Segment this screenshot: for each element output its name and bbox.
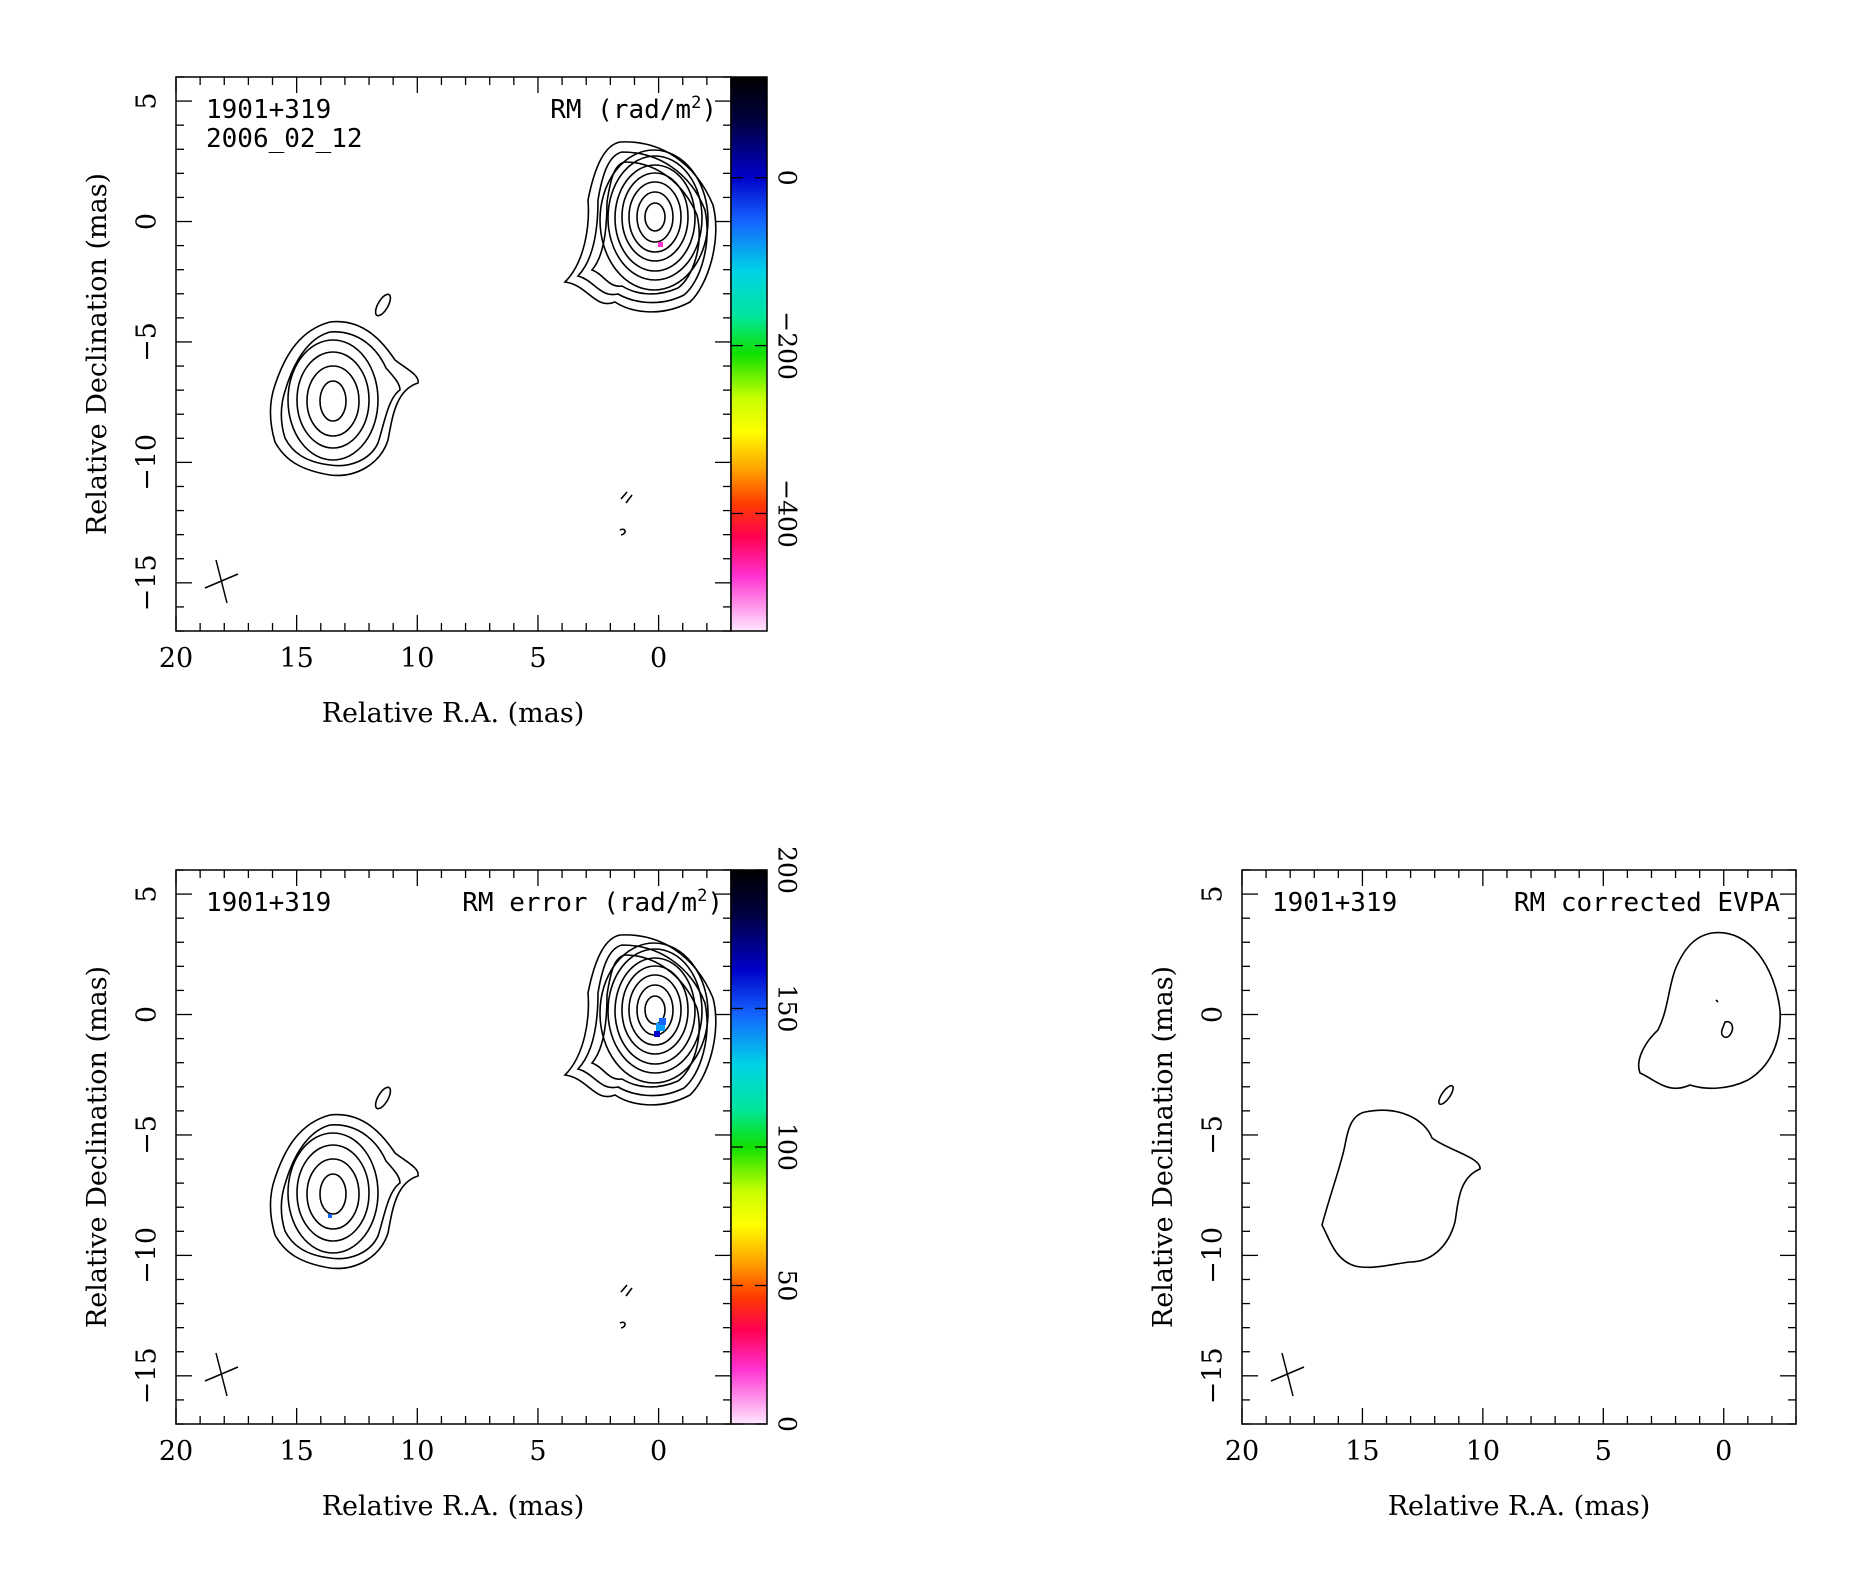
colorbar-tick-label: 0 xyxy=(773,1416,802,1432)
x-tick-label: 20 xyxy=(159,1436,193,1467)
colorbar-tick-labels: 0 −200 −400 xyxy=(773,170,802,548)
colorbar-tick-label: 100 xyxy=(773,1123,802,1171)
y-tick-label: −10 xyxy=(1198,1227,1229,1284)
core-contours xyxy=(563,141,717,313)
beam-marker xyxy=(204,559,239,604)
panel-title: RM (rad/m2) xyxy=(550,93,717,125)
x-tick-label: 15 xyxy=(1345,1436,1379,1467)
source-label: 1901+319 xyxy=(206,95,331,125)
colorbar-ticks xyxy=(731,177,767,515)
x-tick-label: 20 xyxy=(1225,1436,1259,1467)
source-label: 1901+319 xyxy=(206,888,331,918)
x-tick-label: 20 xyxy=(159,643,193,674)
panel-rm: 20 15 10 5 0 50−5−10−15 Relative R.A. (mas) … xyxy=(82,76,802,729)
x-tick-label: 5 xyxy=(529,643,546,674)
y-axis-ticks xyxy=(1242,869,1796,1425)
panel-title: RM corrected EVPA xyxy=(1514,888,1780,918)
colorbar-tick-label: 50 xyxy=(773,1270,802,1302)
plot-frame xyxy=(1241,869,1797,1425)
jet-contours xyxy=(269,293,633,536)
plot-frame xyxy=(175,869,732,1425)
x-axis-ticks xyxy=(175,77,732,631)
rm-error-pixels xyxy=(328,1018,666,1218)
y-tick-label: 0 xyxy=(132,213,163,230)
y-tick-label: −15 xyxy=(132,554,163,611)
y-tick-label: −5 xyxy=(1198,1115,1229,1155)
evpa-contours xyxy=(1321,931,1781,1269)
y-tick-label: 0 xyxy=(1198,1006,1229,1023)
beam-marker xyxy=(1270,1352,1305,1397)
x-tick-label: 0 xyxy=(650,1436,667,1467)
x-tick-labels: 20 15 10 5 0 xyxy=(159,1436,667,1467)
y-axis-ticks xyxy=(176,869,731,1425)
y-tick-label: 5 xyxy=(1198,885,1229,902)
x-axis-label: Relative R.A. (mas) xyxy=(322,1491,585,1522)
panel-title: RM error (rad/m2) xyxy=(462,886,723,918)
y-axis-label: Relative Declination (mas) xyxy=(82,173,113,535)
x-tick-label: 5 xyxy=(1595,1436,1612,1467)
beam-marker xyxy=(204,1352,239,1397)
y-tick-label: −10 xyxy=(132,434,163,491)
x-axis-ticks xyxy=(175,870,732,1424)
colorbar-tick-label: −400 xyxy=(773,479,802,548)
colorbar-tick-label: 150 xyxy=(773,985,802,1033)
colorbar-tick-labels: 0 50 100 150 200 xyxy=(773,846,802,1432)
y-tick-label: −15 xyxy=(1198,1347,1229,1404)
y-tick-label: −5 xyxy=(132,322,163,362)
y-tick-labels: 5 0 −5 −10 −15 xyxy=(1198,885,1229,1404)
colorbar-tick-label: 0 xyxy=(773,170,802,186)
y-tick-labels: 5 0 −5 −10 −15 xyxy=(132,92,163,611)
x-tick-label: 0 xyxy=(1715,1436,1732,1467)
epoch-label: 2006_02_12 xyxy=(206,124,363,154)
x-axis-label: Relative R.A. (mas) xyxy=(1388,1491,1651,1522)
x-axis-ticks xyxy=(1241,870,1797,1424)
core-contours xyxy=(563,934,717,1106)
y-tick-label: −10 xyxy=(132,1227,163,1284)
x-tick-label: 10 xyxy=(400,1436,434,1467)
y-tick-label: −5 xyxy=(132,1115,163,1155)
jet-contours xyxy=(269,1086,633,1329)
x-tick-label: 10 xyxy=(400,643,434,674)
y-tick-label: 0 xyxy=(132,1006,163,1023)
colorbar xyxy=(730,76,768,632)
source-label: 1901+319 xyxy=(1272,888,1397,918)
y-tick-label: 5 xyxy=(132,92,163,109)
y-axis-label: Relative Declination (mas) xyxy=(82,966,113,1328)
colorbar-tick-label: −200 xyxy=(773,311,802,380)
panel-evpa: 20 15 10 5 0 50−5−10−15 Relative R.A. (mas) … xyxy=(1148,869,1797,1522)
rm-pixel xyxy=(658,242,663,247)
x-tick-label: 15 xyxy=(279,643,313,674)
y-axis-ticks xyxy=(176,76,731,632)
x-tick-label: 0 xyxy=(650,643,667,674)
plot-frame xyxy=(175,76,732,632)
x-axis-label: Relative R.A. (mas) xyxy=(322,698,585,729)
x-tick-label: 10 xyxy=(1466,1436,1500,1467)
x-tick-labels: 20 15 10 5 0 xyxy=(1225,1436,1733,1467)
y-tick-label: −15 xyxy=(132,1347,163,1404)
panel-rm-error: 20 15 10 5 0 50−5−10−15 Relative R.A. (mas) … xyxy=(82,846,802,1522)
y-tick-labels: 5 0 −5 −10 −15 xyxy=(132,885,163,1404)
x-tick-label: 15 xyxy=(279,1436,313,1467)
x-tick-labels: 20 15 10 5 0 xyxy=(159,643,667,674)
y-axis-label: Relative Declination (mas) xyxy=(1148,966,1179,1328)
y-tick-label: 5 xyxy=(132,885,163,902)
colorbar-tick-label: 200 xyxy=(773,846,802,894)
x-tick-label: 5 xyxy=(529,1436,546,1467)
colorbar-ticks xyxy=(731,869,767,1425)
